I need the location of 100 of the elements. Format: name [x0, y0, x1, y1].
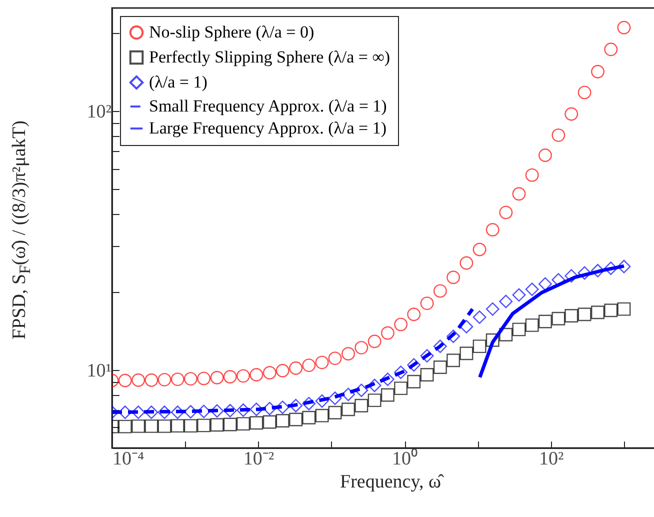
- point: [512, 187, 526, 201]
- point: [578, 266, 592, 280]
- point: [446, 270, 460, 284]
- point: [460, 346, 474, 360]
- point: [499, 294, 513, 308]
- point: [250, 402, 264, 416]
- point: [368, 394, 382, 408]
- point: [591, 64, 604, 78]
- point: [250, 368, 264, 382]
- point: [512, 288, 526, 302]
- point: [328, 352, 342, 366]
- x-tick-label: 10⁻²: [243, 448, 274, 470]
- legend-label: No-slip Sphere (λ/a = 0): [149, 22, 314, 42]
- point: [276, 364, 290, 378]
- legend-label: Small Frequency Approx. (λ/a = 1): [149, 96, 387, 116]
- point: [354, 384, 368, 398]
- point: [158, 372, 172, 386]
- point: [552, 312, 566, 326]
- point: [499, 328, 513, 342]
- point: [223, 404, 237, 418]
- point: [236, 417, 250, 431]
- point: [394, 366, 408, 380]
- point: [407, 308, 421, 322]
- point: [354, 340, 368, 354]
- point: [170, 372, 184, 386]
- point: [342, 402, 355, 416]
- point: [486, 302, 500, 316]
- point: [223, 418, 237, 432]
- point: [472, 242, 486, 256]
- point: [144, 419, 158, 433]
- point: [486, 333, 500, 347]
- point: [604, 304, 618, 318]
- point: [578, 86, 592, 100]
- point: [407, 374, 421, 388]
- point: [262, 366, 276, 380]
- point: [328, 406, 342, 420]
- point: [236, 403, 250, 417]
- point: [342, 347, 355, 360]
- point: [302, 358, 316, 372]
- point: [262, 402, 276, 416]
- point: [446, 354, 460, 368]
- point: [289, 412, 303, 426]
- point: [354, 398, 368, 412]
- point: [552, 128, 566, 142]
- point: [302, 410, 316, 424]
- point: [197, 404, 211, 418]
- point: [118, 374, 132, 388]
- point: [302, 396, 316, 410]
- point: [250, 416, 264, 430]
- point: [289, 361, 303, 375]
- point: [328, 392, 342, 405]
- point: [525, 168, 539, 182]
- point: [197, 418, 211, 432]
- point: [315, 394, 329, 408]
- point: [368, 334, 382, 348]
- point: [276, 400, 290, 414]
- point: [617, 20, 631, 34]
- point: [538, 314, 552, 328]
- point: [170, 419, 184, 433]
- x-tick-label: 10⁻⁴: [112, 448, 144, 470]
- point: [276, 414, 290, 428]
- point: [210, 370, 224, 384]
- point: [499, 206, 513, 220]
- point: [460, 256, 474, 270]
- x-axis-title: Frequency, ω̂: [340, 472, 444, 492]
- point: [538, 277, 552, 291]
- point: [472, 340, 486, 354]
- point: [420, 296, 434, 310]
- point: [380, 326, 394, 340]
- point: [289, 398, 303, 412]
- y-tick-label: 10¹: [86, 360, 112, 382]
- point: [118, 420, 132, 434]
- point: [407, 358, 421, 372]
- point: [184, 419, 198, 433]
- point: [591, 264, 604, 278]
- point: [564, 107, 578, 121]
- point: [184, 405, 198, 418]
- point: [564, 269, 578, 283]
- point: [315, 408, 329, 422]
- point: [420, 349, 434, 363]
- point: [380, 372, 394, 386]
- point: [210, 404, 224, 418]
- x-tick-label: 10⁰: [392, 448, 418, 470]
- point: [525, 282, 539, 296]
- point: [394, 382, 408, 396]
- point: [223, 370, 237, 384]
- legend-label: Large Frequency Approx. (λ/a = 1): [149, 118, 387, 138]
- point: [538, 148, 552, 162]
- point: [262, 415, 276, 429]
- point: [617, 260, 631, 274]
- point: [184, 372, 198, 386]
- point: [552, 273, 566, 287]
- point: [132, 373, 146, 387]
- point: [433, 360, 447, 374]
- point: [525, 318, 539, 332]
- point: [486, 223, 500, 236]
- legend-label: Perfectly Slipping Sphere (λ/a = ∞): [149, 48, 390, 66]
- point: [512, 322, 526, 336]
- point: [197, 372, 211, 386]
- point: [368, 378, 382, 392]
